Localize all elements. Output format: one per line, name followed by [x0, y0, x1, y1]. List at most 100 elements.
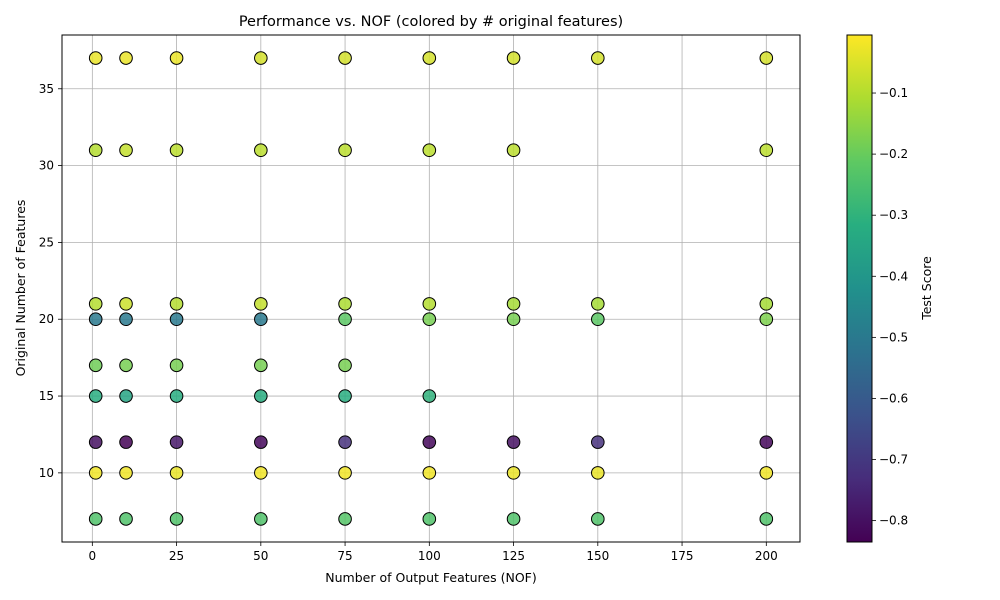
data-point	[759, 51, 774, 65]
data-point	[119, 466, 133, 480]
data-point	[169, 51, 184, 65]
x-tick-label: 200	[755, 549, 778, 563]
data-point	[169, 389, 184, 403]
data-point	[169, 143, 184, 158]
data-point	[338, 389, 352, 403]
data-point	[591, 512, 605, 526]
data-point	[88, 51, 103, 65]
data-point	[506, 512, 521, 526]
data-point	[759, 435, 774, 449]
colorbar-tick-label: −0.3	[879, 208, 908, 222]
data-point	[506, 51, 521, 65]
data-point	[338, 512, 352, 526]
y-tick-label: 35	[39, 82, 54, 96]
data-point	[506, 435, 521, 449]
colorbar-tick-label: −0.2	[879, 147, 908, 161]
data-point	[591, 297, 605, 311]
data-point	[759, 512, 774, 526]
data-point	[254, 512, 268, 526]
data-points	[88, 51, 774, 526]
data-point	[254, 466, 268, 480]
colorbar-label: Test Score	[919, 256, 934, 321]
data-point	[254, 435, 268, 449]
data-point	[506, 466, 521, 480]
data-point	[759, 466, 774, 480]
data-point	[119, 143, 133, 158]
x-tick-label: 0	[89, 549, 97, 563]
data-point	[254, 389, 268, 403]
colorbar-tick-label: −0.6	[879, 391, 908, 405]
data-point	[506, 143, 521, 158]
y-tick-label: 25	[39, 235, 54, 249]
colorbar-tick-label: −0.4	[879, 269, 908, 283]
chart-title: Performance vs. NOF (colored by # origin…	[239, 14, 623, 30]
data-point	[338, 466, 352, 480]
data-point	[338, 51, 352, 65]
data-point	[338, 143, 352, 158]
x-axis-ticks: 0 25 50 75 100 125 150 175 200	[89, 542, 778, 563]
data-point	[338, 312, 352, 327]
y-axis-label: Original Number of Features	[13, 200, 28, 377]
x-tick-label: 100	[418, 549, 441, 563]
x-tick-label: 75	[337, 549, 352, 563]
data-point	[254, 358, 268, 373]
colorbar-tick-label: −0.7	[879, 453, 908, 467]
data-point	[759, 143, 774, 158]
data-point	[88, 435, 103, 449]
data-point	[422, 143, 437, 158]
data-point	[338, 435, 352, 449]
data-point	[338, 297, 352, 311]
x-tick-label: 125	[502, 549, 525, 563]
data-point	[88, 358, 103, 373]
data-point	[591, 466, 605, 480]
plot-frame	[61, 34, 801, 543]
data-point	[591, 435, 605, 449]
data-point	[759, 297, 774, 311]
colorbar-ticks: −0.8 −0.7 −0.6 −0.5 −0.4 −0.3 −0.2 −0.1	[872, 86, 908, 528]
data-point	[254, 312, 268, 327]
data-point	[119, 297, 133, 311]
data-point	[169, 435, 184, 449]
data-point	[88, 389, 103, 403]
colorbar	[846, 34, 873, 543]
colorbar-tick-label: −0.5	[879, 330, 908, 344]
data-point	[422, 466, 437, 480]
data-point	[422, 312, 437, 327]
colorbar-tick-label: −0.8	[879, 514, 908, 528]
x-axis-label: Number of Output Features (NOF)	[325, 570, 536, 585]
data-point	[119, 512, 133, 526]
y-axis-ticks: 10 15 20 25 30 35	[39, 82, 62, 480]
data-point	[88, 312, 103, 327]
data-point	[169, 358, 184, 373]
data-point	[88, 466, 103, 480]
data-point	[591, 312, 605, 327]
data-point	[169, 312, 184, 327]
data-point	[169, 512, 184, 526]
y-tick-label: 20	[39, 312, 54, 326]
data-point	[119, 435, 133, 449]
y-tick-label: 15	[39, 389, 54, 403]
data-point	[254, 143, 268, 158]
data-point	[506, 297, 521, 311]
data-point	[591, 51, 605, 65]
x-tick-label: 150	[586, 549, 609, 563]
data-point	[88, 143, 103, 158]
data-point	[422, 512, 437, 526]
data-point	[88, 512, 103, 526]
data-point	[254, 297, 268, 311]
data-point	[169, 466, 184, 480]
x-tick-label: 25	[169, 549, 184, 563]
data-point	[119, 358, 133, 373]
data-point	[759, 312, 774, 327]
data-point	[422, 389, 437, 403]
x-tick-label: 50	[253, 549, 268, 563]
data-point	[169, 297, 184, 311]
grid-lines	[62, 35, 800, 542]
data-point	[119, 389, 133, 403]
data-point	[119, 51, 133, 65]
y-tick-label: 30	[39, 159, 54, 173]
data-point	[506, 312, 521, 327]
data-point	[254, 51, 268, 65]
data-point	[422, 297, 437, 311]
